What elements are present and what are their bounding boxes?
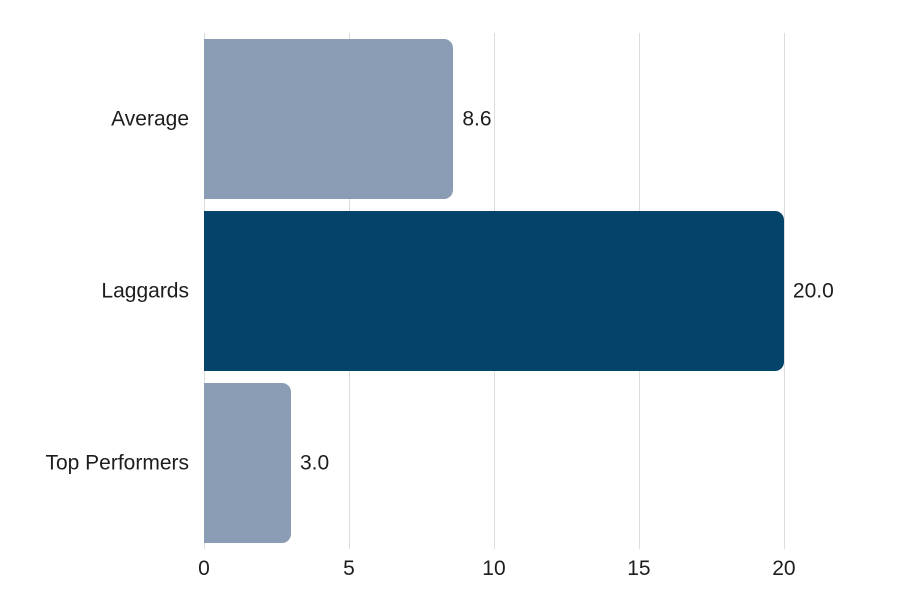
- category-label-top-performers: Top Performers: [45, 451, 189, 475]
- x-tick-label-10: 10: [482, 557, 506, 580]
- x-tick-label-5: 5: [343, 557, 355, 580]
- bar-row: 20.0: [204, 211, 897, 371]
- category-label-laggards: Laggards: [101, 279, 189, 303]
- bar-average: [204, 39, 454, 199]
- plot-area: 8.6 20.0 3.0: [204, 33, 897, 549]
- bar-top-performers: [204, 383, 291, 543]
- x-tick-label-20: 20: [772, 557, 796, 580]
- x-tick-label-15: 15: [627, 557, 651, 580]
- y-axis-category-labels: Average Laggards Top Performers: [0, 33, 189, 549]
- category-label-average: Average: [111, 107, 189, 131]
- x-tick-label-0: 0: [198, 557, 210, 580]
- bar-laggards: [204, 211, 784, 371]
- value-label: 20.0: [792, 279, 834, 303]
- gridline-x-20: [783, 33, 785, 549]
- value-label: 8.6: [462, 107, 492, 131]
- x-axis-tick-labels: 0 5 10 15 20: [198, 556, 897, 586]
- value-label: 3.0: [299, 451, 330, 475]
- bar-row: 8.6: [204, 39, 897, 199]
- bar-row: 3.0: [204, 383, 897, 543]
